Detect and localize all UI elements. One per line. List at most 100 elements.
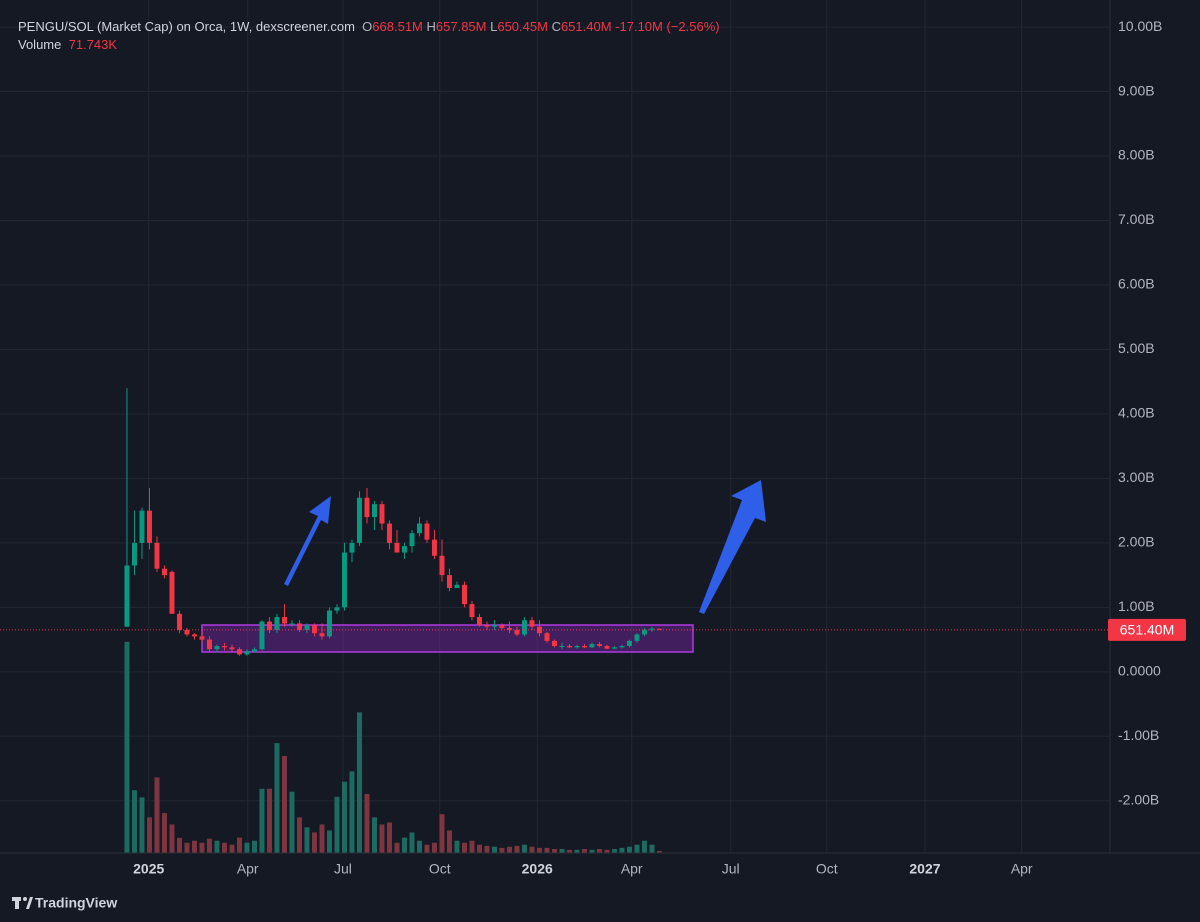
- candle-body: [566, 646, 572, 648]
- y-tick-label: 6.00B: [1118, 276, 1155, 292]
- x-tick-label: 2025: [133, 861, 164, 877]
- candle-body: [146, 510, 152, 543]
- volume-bar: [424, 844, 430, 853]
- volume-bar: [566, 849, 572, 853]
- x-tick-label: Oct: [816, 861, 838, 877]
- volume-bar: [626, 846, 632, 853]
- volume-bar: [559, 849, 565, 853]
- legend-change: -17.10M (−2.56%): [615, 19, 720, 34]
- candle-body: [326, 610, 332, 637]
- volume-bar: [304, 827, 310, 853]
- candle-body: [296, 623, 302, 630]
- candle-body: [514, 629, 520, 635]
- volume-bar: [394, 842, 400, 853]
- volume-bar: [161, 813, 167, 853]
- last-price-box: [1108, 618, 1186, 641]
- grid: [0, 0, 1110, 853]
- last-price-label: 651.40M: [1120, 622, 1174, 638]
- candle-body: [521, 620, 527, 635]
- volume-bar: [176, 837, 182, 853]
- volume-bar: [589, 849, 595, 853]
- volume-bar: [469, 840, 475, 853]
- candle-body: [499, 625, 505, 628]
- candle-body: [176, 613, 182, 630]
- y-tick-label: 2.00B: [1118, 534, 1155, 550]
- branding: TradingView: [12, 895, 117, 911]
- candle-body: [319, 633, 325, 637]
- ohlc-legend: PENGU/SOL (Market Cap) on Orca, 1W, dexs…: [18, 19, 720, 34]
- volume-bar: [364, 793, 370, 853]
- candle-body: [416, 523, 422, 534]
- volume-bar: [289, 791, 295, 853]
- candles: [124, 388, 662, 656]
- volume-bar: [416, 840, 422, 853]
- candle-body: [304, 625, 310, 630]
- y-tick-label: 4.00B: [1118, 405, 1155, 421]
- volume-bar: [611, 849, 617, 853]
- candle-body: [266, 621, 272, 630]
- volume-bar: [484, 845, 490, 853]
- volume-bar: [581, 849, 587, 853]
- candle-body: [649, 628, 655, 630]
- candle-body: [349, 542, 355, 553]
- symbol: PENGU/SOL (Market Cap) on Orca, 1W, dexs…: [18, 19, 355, 34]
- volume-bar: [491, 846, 497, 853]
- x-tick-label: Apr: [1011, 861, 1033, 877]
- x-tick-label: 2026: [522, 861, 553, 877]
- logo: [15, 897, 19, 909]
- volume-bar: [379, 824, 385, 853]
- volume-bar: [236, 837, 242, 853]
- volume-bar: [439, 814, 445, 853]
- candle-body: [401, 546, 407, 553]
- volume-bar: [499, 847, 505, 853]
- volume-bar: [656, 850, 662, 853]
- candle-body: [199, 636, 205, 640]
- x-tick-label: Oct: [429, 861, 451, 877]
- legend-value: 651.40M: [560, 19, 612, 34]
- candle-body: [244, 651, 250, 655]
- volume-bar: [199, 842, 205, 853]
- volume-bar: [461, 842, 467, 853]
- volume-bar: [649, 844, 655, 853]
- volume-bar: [244, 842, 250, 853]
- candle-body: [551, 640, 557, 647]
- y-tick-label: 8.00B: [1118, 147, 1155, 163]
- candle-body: [259, 621, 265, 650]
- legend-value: 650.45M: [497, 19, 548, 34]
- x-tick-label: Jul: [722, 861, 740, 877]
- x-tick-label: Jul: [334, 861, 352, 877]
- arrow: [284, 496, 331, 586]
- candle-body: [431, 539, 437, 556]
- x-tick-label: 2027: [909, 861, 940, 877]
- volume-bar: [319, 824, 325, 853]
- y-tick-label: 3.00B: [1118, 469, 1155, 485]
- volume-bar: [221, 842, 227, 853]
- volume-bar: [274, 743, 280, 853]
- candle-body: [439, 555, 445, 576]
- volume-bar: [229, 844, 235, 853]
- candle-body: [454, 584, 460, 589]
- volume-bar: [371, 817, 377, 853]
- y-tick-label: -2.00B: [1118, 791, 1159, 807]
- axes: 10.00B 9.00B 8.00B 7.00B 6.00B 5.00B 4.00B 3.00…: [0, 18, 1186, 877]
- candle-body: [634, 634, 640, 641]
- volume-bar: [169, 824, 175, 853]
- candle-body: [251, 649, 257, 652]
- candle-body: [356, 497, 362, 543]
- candle-body: [311, 625, 317, 634]
- candle-body: [341, 552, 347, 608]
- volume-bar: [476, 844, 482, 853]
- candle-body: [589, 644, 595, 648]
- volume-bar: [341, 781, 347, 853]
- candle-body: [371, 504, 377, 518]
- volume-bar: [551, 849, 557, 853]
- candle-body: [184, 629, 190, 635]
- volume-bar: [544, 847, 550, 853]
- volume-bar: [409, 832, 415, 853]
- candle-body: [484, 625, 490, 627]
- legend-value: 668.51M: [372, 19, 423, 34]
- volume-bar: [266, 788, 272, 853]
- candle-body: [221, 646, 227, 648]
